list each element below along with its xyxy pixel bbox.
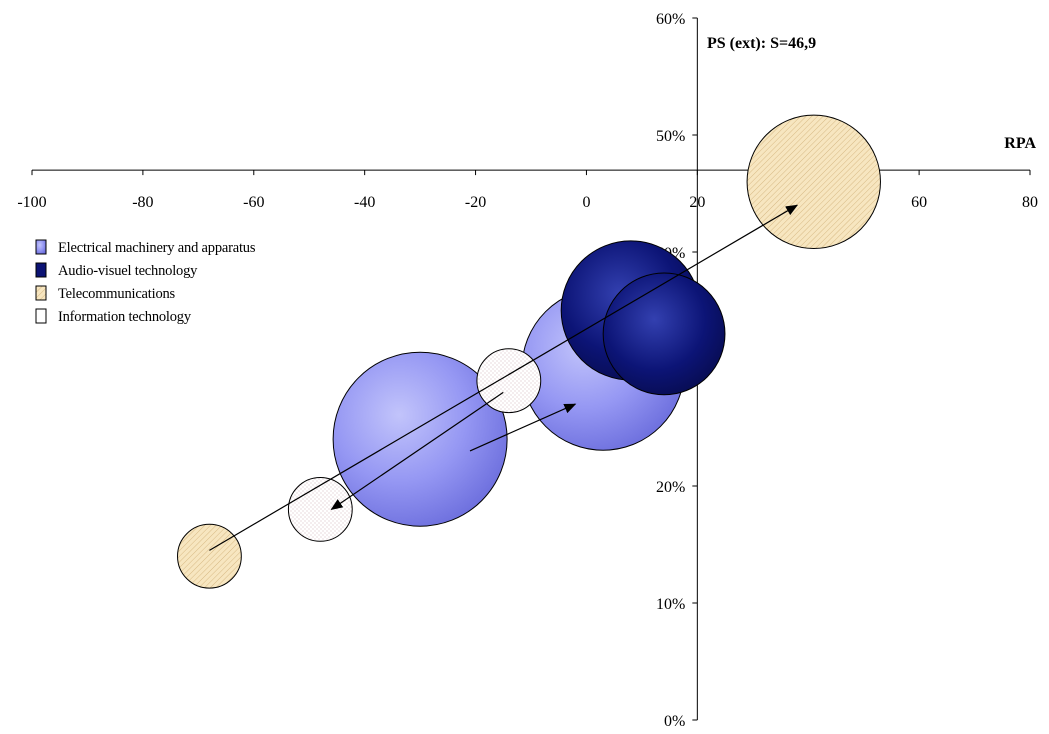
legend-swatch-telecommunications [36, 286, 46, 300]
legend-label-information-technology: Information technology [58, 309, 192, 325]
legend-label-audio-visuel: Audio-visuel technology [58, 263, 198, 279]
y-tick-label: 60% [656, 11, 685, 28]
legend-swatch-information-technology [36, 309, 46, 323]
y-tick-label: 10% [656, 596, 685, 613]
legend-swatch-audio-visuel [36, 263, 46, 277]
bubble-telecommunications-1 [178, 524, 242, 588]
legend-swatch-electrical-machinery [36, 240, 46, 254]
x-tick-label: -80 [132, 194, 153, 211]
legend-label-electrical-machinery: Electrical machinery and apparatus [58, 240, 256, 256]
x-tick-label: 80 [1022, 194, 1038, 211]
y-tick-label: 50% [656, 128, 685, 145]
y-tick-label: 20% [656, 479, 685, 496]
trend-arrow-1 [209, 205, 797, 550]
bubble-audio-visuel-2 [603, 273, 725, 395]
arrows [209, 205, 797, 550]
x-tick-label: -100 [17, 194, 46, 211]
x-tick-label: -40 [354, 194, 375, 211]
legend-label-telecommunications: Telecommunications [58, 286, 176, 302]
bubble-information-technology-2 [477, 349, 541, 413]
legend: Electrical machinery and apparatus Audio-… [36, 240, 256, 325]
x-axis-title: RPA [1004, 135, 1036, 152]
x-tick-label: -60 [243, 194, 264, 211]
y-tick-label: 0% [664, 713, 685, 730]
bubble-telecommunications-2 [747, 115, 880, 248]
x-tick-label: 20 [689, 194, 705, 211]
x-ticks: -100-80-60-40-20020406080 [17, 170, 1038, 211]
x-tick-label: -20 [465, 194, 486, 211]
bubble-information-technology-1 [288, 478, 352, 542]
y-axis-title: PS (ext): S=46,9 [707, 35, 816, 52]
bubbles [178, 115, 881, 588]
x-tick-label: 0 [582, 194, 590, 211]
x-tick-label: 60 [911, 194, 927, 211]
